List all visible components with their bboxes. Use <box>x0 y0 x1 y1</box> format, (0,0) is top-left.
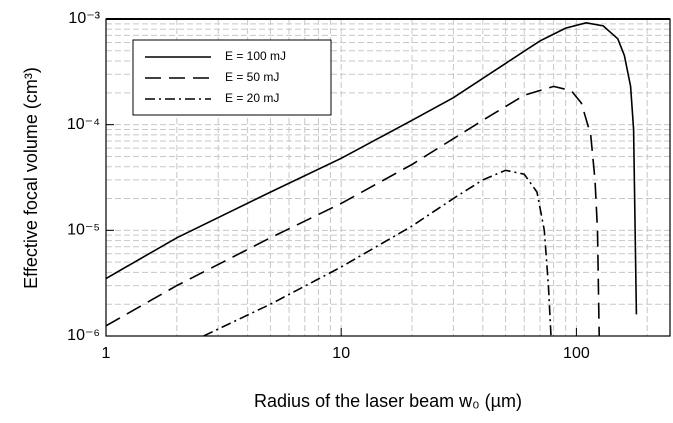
line-series <box>203 169 552 336</box>
legend-label: E = 20 mJ <box>225 91 279 105</box>
x-tick-label: 10 <box>332 345 350 362</box>
y-tick-label: 10⁻⁴ <box>67 116 100 133</box>
y-tick-label: 10⁻³ <box>68 10 100 27</box>
y-axis-label: Effective focal volume (cm³) <box>21 67 41 289</box>
legend-label: E = 100 mJ <box>225 49 286 63</box>
y-tick-label: 10⁻⁶ <box>67 327 100 344</box>
grid <box>106 19 670 336</box>
legend-box <box>132 39 332 116</box>
line-series <box>106 21 638 315</box>
legend-label: E = 50 mJ <box>225 70 279 84</box>
x-axis-label: Radius of the laser beam w₀ (µm) <box>254 391 522 411</box>
x-tick-label: 1 <box>102 345 111 362</box>
line-series <box>106 85 600 336</box>
x-tick-label: 100 <box>563 345 590 362</box>
y-tick-label: 10⁻⁵ <box>67 222 100 239</box>
